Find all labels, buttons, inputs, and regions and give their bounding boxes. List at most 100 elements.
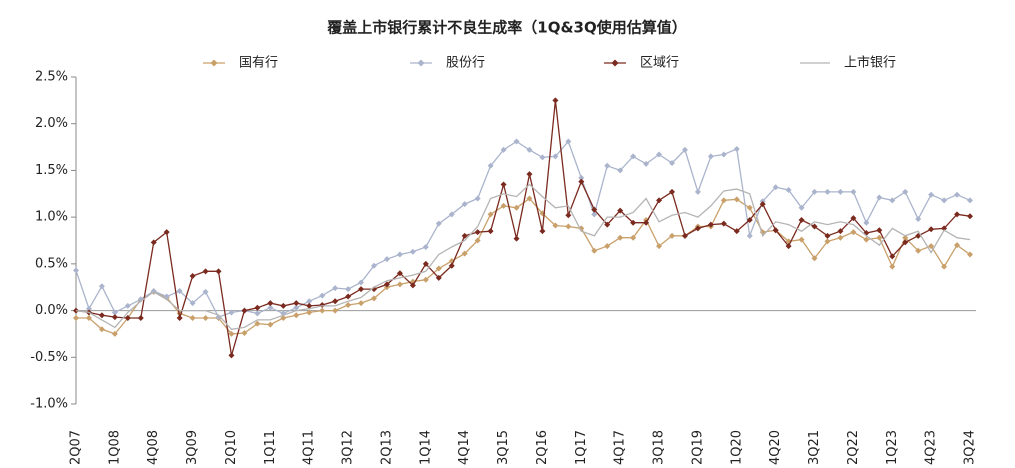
point [396,270,403,277]
point [630,234,637,241]
point [306,298,313,305]
point [487,162,494,169]
point [371,295,377,302]
point [656,243,663,250]
point [772,227,779,234]
x-tick-label: 3Q12 [341,430,356,465]
point [409,248,416,255]
point [811,188,818,195]
point [124,315,131,322]
point [371,262,377,269]
point [254,310,261,317]
point [565,223,572,230]
legend-marker [210,59,218,67]
point [383,256,390,263]
x-tick-label: 3Q21 [807,430,822,465]
point [591,206,598,213]
point [824,238,831,245]
point [111,330,118,337]
point [578,178,585,185]
point [163,229,170,236]
point [111,314,118,321]
x-tick-label: 4Q20 [768,430,783,465]
point [176,315,183,322]
point [215,268,222,275]
point [280,302,287,309]
x-tick-label: 2Q16 [535,430,550,465]
point [396,281,403,288]
point [733,145,740,152]
x-tick-label: 2Q13 [379,430,394,465]
point [202,288,209,295]
legend-label: 股份行 [446,56,485,71]
point [850,215,857,222]
point [578,174,585,181]
point [889,253,896,260]
point [241,307,248,314]
point [124,302,131,309]
point [526,146,533,153]
point [811,255,818,262]
point [241,329,248,336]
point [383,281,390,288]
point [850,188,857,195]
point [422,260,429,267]
point [474,229,481,236]
point [785,187,792,194]
point [513,235,520,242]
point [630,153,637,160]
point [733,196,740,203]
point [928,191,935,198]
y-tick-label: 2.0% [35,116,68,131]
point [902,188,909,195]
point [941,225,948,232]
point [902,234,909,241]
point [448,262,455,269]
point [824,188,831,195]
point [617,207,624,214]
point [707,221,714,228]
chart-title: 覆盖上市银行累计不良生成率（1Q&3Q使用估算值） [327,19,686,37]
point [824,232,831,239]
point [694,225,701,232]
point [319,301,326,308]
point [85,315,92,322]
point [228,309,235,316]
x-tick-label: 1Q23 [885,430,900,465]
x-tick-label: 4Q14 [457,430,472,465]
point [306,302,313,309]
point [254,304,261,311]
point [202,315,209,322]
point [85,305,92,312]
point [73,315,79,322]
y-tick-label: -1.0% [30,397,68,412]
point [720,197,727,204]
point [604,162,611,169]
point [669,232,675,239]
point [435,220,442,227]
point [539,228,546,235]
point [293,300,300,307]
point [358,300,365,307]
legend-label: 区域行 [640,56,679,71]
point [552,222,559,229]
point [487,228,494,235]
y-tick-label: -0.5% [30,350,68,365]
point [720,220,727,227]
point [656,151,663,158]
point [850,229,857,236]
x-tick-label: 4Q17 [613,430,628,465]
point [591,247,598,254]
x-tick-label: 1Q08 [107,430,122,465]
point [798,216,805,223]
point [189,315,196,322]
point [591,211,598,218]
point [306,309,313,316]
point [358,279,365,286]
point [358,286,365,293]
point [500,181,507,188]
point [267,300,274,307]
point [928,226,935,233]
point [539,154,546,161]
point [811,223,818,230]
